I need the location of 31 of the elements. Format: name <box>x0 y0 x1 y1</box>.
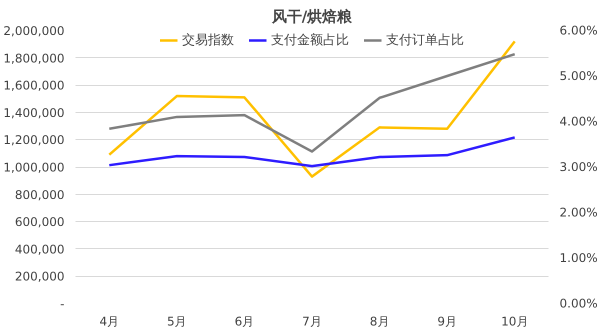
x-tick-label: 8月 <box>370 314 390 328</box>
x-tick-label: 7月 <box>302 314 322 328</box>
x-tick-label: 5月 <box>167 314 187 328</box>
y2-tick-label: 5.00% <box>560 69 598 83</box>
y-tick-label: - <box>60 297 65 311</box>
x-tick-label: 9月 <box>437 314 457 328</box>
y-tick-label: 1,200,000 <box>3 133 65 148</box>
y-tick-label: 1,800,000 <box>3 51 65 66</box>
y-tick-label: 1,000,000 <box>3 160 65 174</box>
legend-label: 交易指数 <box>182 32 234 49</box>
y2-tick-label: 0.00% <box>560 296 598 310</box>
y-tick-label: 400,000 <box>14 242 64 256</box>
y2-tick-label: 6.00% <box>560 24 598 38</box>
y-tick-label: 200,000 <box>14 270 64 284</box>
line-series <box>108 136 516 168</box>
x-tick-label: 10月 <box>501 314 528 328</box>
y2-tick-label: 1.00% <box>560 251 598 265</box>
legend-label: 支付订单占比 <box>386 32 464 49</box>
y-tick-label: 2,000,000 <box>3 24 65 38</box>
y-tick-label: 800,000 <box>14 188 64 202</box>
y-tick-label: 1,400,000 <box>3 106 65 120</box>
line-series <box>108 52 516 153</box>
y-tick-label: 600,000 <box>14 215 64 230</box>
y-tick-label: 1,600,000 <box>3 78 65 93</box>
y2-tick-label: 2.00% <box>560 206 598 220</box>
x-tick-label: 6月 <box>234 314 254 328</box>
legend-label: 支付金额占比 <box>271 32 349 49</box>
y2-tick-label: 3.00% <box>560 160 598 174</box>
chart-title: 风干/烘焙粮 <box>270 8 354 26</box>
x-tick-label: 4月 <box>99 314 120 328</box>
y2-tick-label: 4.00% <box>560 114 598 128</box>
